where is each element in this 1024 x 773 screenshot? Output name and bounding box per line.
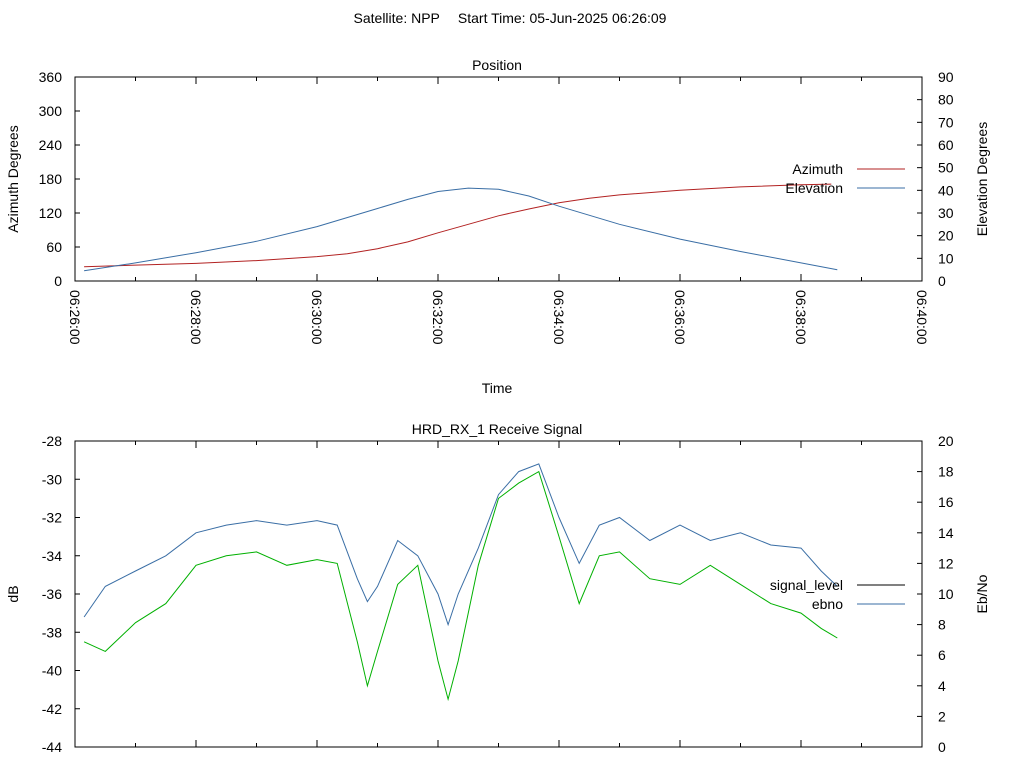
y2-tick-label: 4 <box>938 678 946 694</box>
series-line-signal_level <box>83 470 838 702</box>
position-xlabel: Time <box>482 380 513 396</box>
y-tick-label: -38 <box>42 624 62 640</box>
y2-tick-label: 70 <box>938 114 954 130</box>
signal-plot-frame <box>74 440 923 748</box>
y2-tick-label: 10 <box>938 586 954 602</box>
y-tick-label: -40 <box>42 663 62 679</box>
y2-tick-label: 60 <box>938 137 954 153</box>
y2-tick-label: 12 <box>938 555 954 571</box>
y2-tick-label: 10 <box>938 250 954 266</box>
y2-tick-label: 20 <box>938 228 954 244</box>
signal-chart: HRD_RX_1 Receive Signal dB Eb/No -44-42-… <box>5 421 990 755</box>
position-plot-frame <box>74 76 923 282</box>
series-line-ebno <box>83 463 838 627</box>
position-chart: Position Azimuth Degrees Elevation Degre… <box>5 57 990 396</box>
y-tick-label: -42 <box>42 701 62 717</box>
y2-tick-label: 40 <box>938 182 954 198</box>
y-tick-label: 0 <box>54 273 62 289</box>
signal-ticks: -44 -42 -40 -38 -36 -34 -32 -30 -28 0 2 4 6 8 10 12 14 16… <box>42 433 954 755</box>
y2-tick-label: 18 <box>938 464 954 480</box>
series-line-Azimuth <box>84 183 832 268</box>
y2-tick-label: 0 <box>938 739 946 755</box>
y2-tick-label: 8 <box>938 617 946 633</box>
y2-tick-label: 6 <box>938 647 946 663</box>
y-tick-label: 120 <box>39 205 63 221</box>
x-tick-label: 06:32:00 <box>430 290 446 345</box>
position-ylabel: Azimuth Degrees <box>5 125 21 232</box>
signal-y2label: Eb/No <box>974 574 990 613</box>
y2-tick-label: 2 <box>938 708 946 724</box>
signal-title: HRD_RX_1 Receive Signal <box>412 421 582 437</box>
position-y2label: Elevation Degrees <box>974 122 990 236</box>
y2-tick-label: 14 <box>938 525 954 541</box>
x-tick-label: 06:36:00 <box>672 290 688 345</box>
y-tick-label: -30 <box>42 471 62 487</box>
y-tick-label: -36 <box>42 586 62 602</box>
y2-tick-label: 0 <box>938 273 946 289</box>
y2-tick-label: 80 <box>938 92 954 108</box>
legend-label-signal_level: signal_level <box>770 577 843 593</box>
x-tick-label: 06:26:00 <box>67 290 83 345</box>
y-tick-label: -32 <box>42 510 62 526</box>
legend-label-Azimuth: Azimuth <box>792 161 843 177</box>
y2-tick-label: 90 <box>938 69 954 85</box>
y2-tick-label: 20 <box>938 433 954 449</box>
y-tick-label: -28 <box>42 433 62 449</box>
y-tick-label: -34 <box>42 548 62 564</box>
y-tick-label: 300 <box>39 103 63 119</box>
header-title: Satellite: NPP Start Time: 05-Jun-2025 06… <box>354 10 667 26</box>
x-tick-label: 06:30:00 <box>309 290 325 345</box>
signal-ylabel: dB <box>5 585 21 602</box>
legend-label-ebno: ebno <box>812 596 843 612</box>
signal-series <box>83 463 838 702</box>
x-tick-label: 06:38:00 <box>793 290 809 345</box>
y-tick-label: -44 <box>42 739 62 755</box>
y-tick-label: 240 <box>39 137 63 153</box>
x-tick-label: 06:28:00 <box>188 290 204 345</box>
y2-tick-label: 30 <box>938 205 954 221</box>
position-ticks: 0 60 120 180 240 300 360 0 10 20 30 40 50 60 70 80 90 06:… <box>39 69 954 345</box>
header-start-time: Start Time: 05-Jun-2025 06:26:09 <box>458 10 667 26</box>
y-tick-label: 180 <box>39 171 63 187</box>
x-tick-label: 06:40:00 <box>914 290 930 345</box>
x-tick-label: 06:34:00 <box>551 290 567 345</box>
legend-label-Elevation: Elevation <box>785 180 843 196</box>
y2-tick-label: 50 <box>938 160 954 176</box>
y2-tick-label: 16 <box>938 494 954 510</box>
y-tick-label: 60 <box>46 239 62 255</box>
series-line-Elevation <box>84 187 838 272</box>
position-title: Position <box>472 57 522 73</box>
y-tick-label: 360 <box>39 69 63 85</box>
position-series <box>84 183 838 272</box>
position-legend: Azimuth Elevation <box>785 161 905 196</box>
header-satellite: Satellite: NPP <box>354 10 440 26</box>
